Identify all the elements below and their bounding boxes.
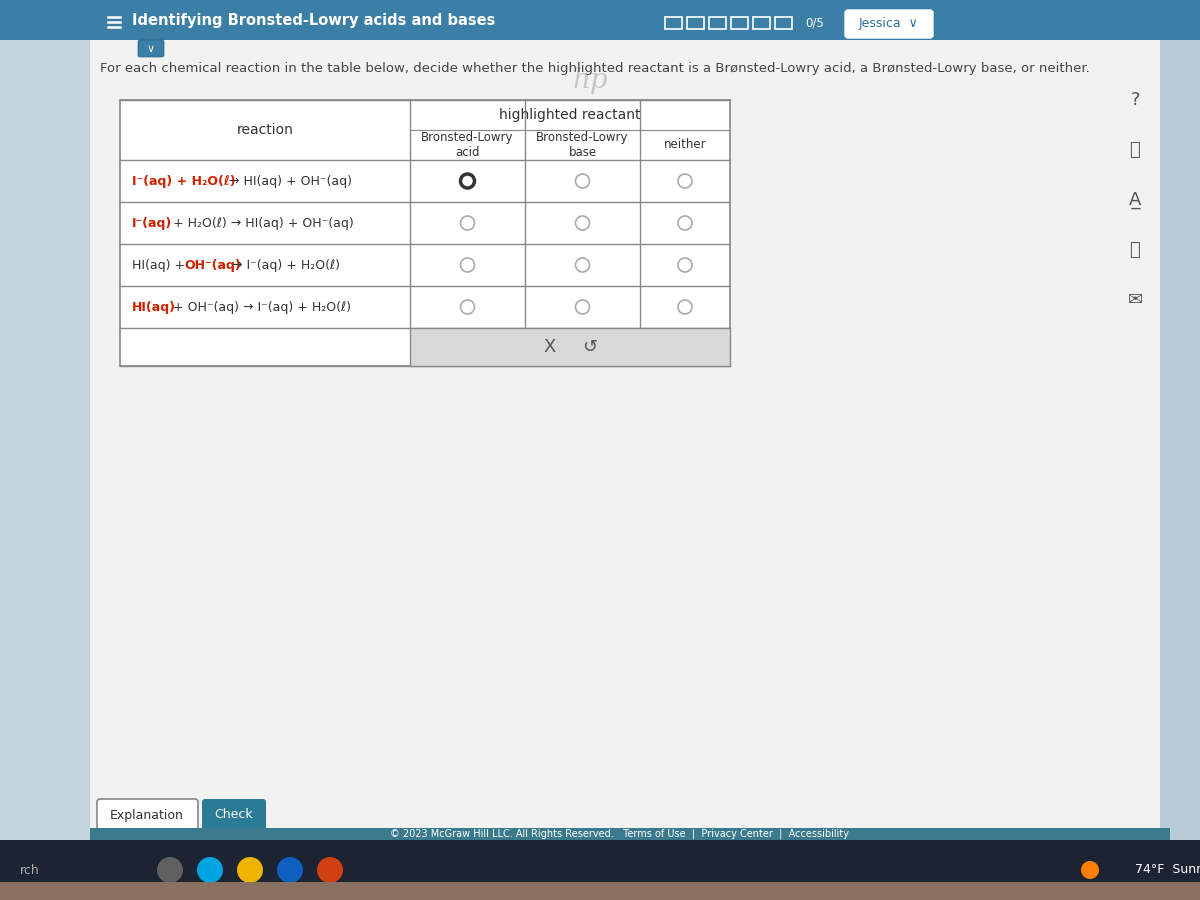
FancyBboxPatch shape bbox=[0, 840, 1200, 900]
FancyBboxPatch shape bbox=[0, 20, 90, 840]
Text: ?: ? bbox=[1130, 91, 1140, 109]
Text: + OH⁻(aq) → I⁻(aq) + H₂O(ℓ): + OH⁻(aq) → I⁻(aq) + H₂O(ℓ) bbox=[169, 301, 352, 313]
Text: rch: rch bbox=[20, 863, 40, 877]
Text: ⌗: ⌗ bbox=[1129, 241, 1140, 259]
Text: ∨: ∨ bbox=[146, 44, 155, 54]
Circle shape bbox=[157, 857, 182, 883]
Text: OH⁻(aq): OH⁻(aq) bbox=[185, 258, 241, 272]
Text: I⁻(aq): I⁻(aq) bbox=[132, 217, 173, 230]
Text: © 2023 McGraw Hill LLC. All Rights Reserved.   Terms of Use  |  Privacy Center  : © 2023 McGraw Hill LLC. All Rights Reser… bbox=[390, 829, 850, 839]
Text: Check: Check bbox=[215, 808, 253, 822]
Text: 0/5: 0/5 bbox=[805, 16, 823, 30]
Circle shape bbox=[238, 857, 263, 883]
Text: 74°F  Sunny: 74°F Sunny bbox=[1135, 863, 1200, 877]
FancyBboxPatch shape bbox=[0, 0, 1200, 40]
Text: hp: hp bbox=[572, 67, 608, 94]
Text: Explanation: Explanation bbox=[110, 808, 184, 822]
FancyBboxPatch shape bbox=[90, 828, 1170, 840]
FancyBboxPatch shape bbox=[90, 20, 1160, 840]
FancyBboxPatch shape bbox=[97, 799, 198, 831]
Text: HI(aq) +: HI(aq) + bbox=[132, 258, 190, 272]
Text: ✉: ✉ bbox=[1128, 291, 1142, 309]
Circle shape bbox=[197, 857, 223, 883]
Text: ↺: ↺ bbox=[582, 338, 598, 356]
FancyBboxPatch shape bbox=[0, 882, 1200, 900]
Text: + H₂O(ℓ) → HI(aq) + OH⁻(aq): + H₂O(ℓ) → HI(aq) + OH⁻(aq) bbox=[169, 217, 354, 230]
Text: neither: neither bbox=[664, 139, 707, 151]
Circle shape bbox=[317, 857, 343, 883]
Text: reaction: reaction bbox=[236, 123, 294, 137]
Text: → I⁻(aq) + H₂O(ℓ): → I⁻(aq) + H₂O(ℓ) bbox=[228, 258, 340, 272]
FancyBboxPatch shape bbox=[202, 799, 266, 831]
Text: Jessica  ∨: Jessica ∨ bbox=[859, 17, 919, 31]
Text: → HI(aq) + OH⁻(aq): → HI(aq) + OH⁻(aq) bbox=[226, 175, 352, 187]
Text: Bronsted-Lowry
base: Bronsted-Lowry base bbox=[536, 131, 629, 159]
Text: X: X bbox=[544, 338, 556, 356]
FancyBboxPatch shape bbox=[845, 10, 934, 38]
Circle shape bbox=[1081, 861, 1099, 879]
Text: highlighted reactant: highlighted reactant bbox=[499, 108, 641, 122]
FancyBboxPatch shape bbox=[410, 328, 730, 366]
Circle shape bbox=[277, 857, 302, 883]
Text: Bronsted-Lowry
acid: Bronsted-Lowry acid bbox=[421, 131, 514, 159]
FancyBboxPatch shape bbox=[120, 100, 730, 366]
Text: For each chemical reaction in the table below, decide whether the highlighted re: For each chemical reaction in the table … bbox=[100, 62, 1090, 75]
Text: ⎕: ⎕ bbox=[1129, 141, 1140, 159]
Text: Identifying Bronsted-Lowry acids and bases: Identifying Bronsted-Lowry acids and bas… bbox=[132, 13, 496, 28]
Text: A̲: A̲ bbox=[1129, 191, 1141, 209]
FancyBboxPatch shape bbox=[138, 40, 164, 57]
Text: HI(aq): HI(aq) bbox=[132, 301, 176, 313]
Text: I⁻(aq) + H₂O(ℓ): I⁻(aq) + H₂O(ℓ) bbox=[132, 175, 235, 187]
